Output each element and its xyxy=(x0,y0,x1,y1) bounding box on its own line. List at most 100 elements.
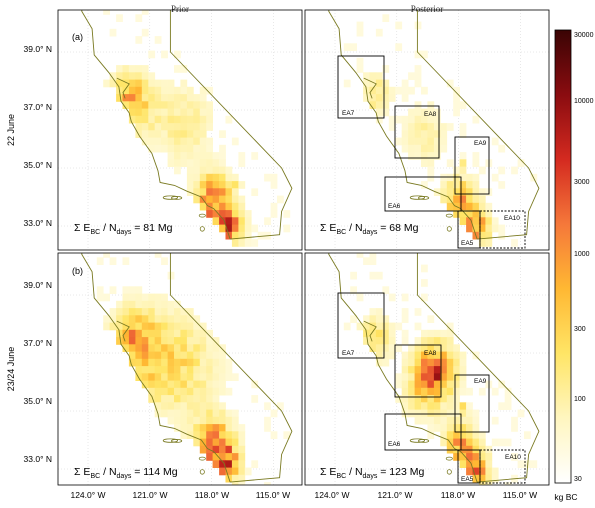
emission-cell xyxy=(395,322,403,331)
emission-cell xyxy=(180,94,188,102)
emission-cell xyxy=(408,86,415,95)
emission-cell xyxy=(97,236,104,244)
island-outline xyxy=(409,195,425,200)
emission-cell xyxy=(369,72,377,80)
emission-cell xyxy=(369,94,377,102)
emission-cell xyxy=(193,395,201,403)
emission-cell xyxy=(161,380,168,389)
emission-cell xyxy=(123,221,130,229)
emission-cell xyxy=(264,424,271,432)
emission-cell xyxy=(421,373,428,381)
emission-cell xyxy=(395,380,403,389)
emission-cell xyxy=(148,94,156,102)
emission-cell xyxy=(180,65,188,73)
emission-cell xyxy=(421,108,428,117)
emission-cell xyxy=(433,409,441,418)
emission-cell xyxy=(180,159,188,167)
emission-cell xyxy=(421,123,428,131)
emission-cell xyxy=(375,337,383,345)
emission-cell xyxy=(498,402,506,410)
emission-cell xyxy=(199,101,207,109)
emission-cell xyxy=(466,195,473,204)
emission-cell xyxy=(225,460,233,468)
region-label-ea10: EA10 xyxy=(504,215,520,222)
emission-cell xyxy=(135,315,143,323)
emission-cell xyxy=(388,123,396,131)
emission-cell xyxy=(401,130,409,138)
emission-cell xyxy=(116,65,123,73)
emission-cell xyxy=(350,286,357,294)
emission-cell xyxy=(141,344,149,352)
coastline-path xyxy=(81,253,231,483)
emission-cell xyxy=(369,79,377,88)
emission-cell xyxy=(433,108,441,117)
emission-cell xyxy=(186,152,194,160)
emission-cell xyxy=(206,115,213,124)
emission-cell xyxy=(167,395,175,403)
emission-cell xyxy=(446,322,454,331)
lat-tick-33-bottom: 33.0° N xyxy=(24,454,52,464)
emission-cell xyxy=(212,195,220,204)
emission-cell xyxy=(148,395,156,403)
emission-cell xyxy=(466,224,473,233)
emission-cell xyxy=(453,380,460,389)
emission-cell xyxy=(161,337,168,345)
emission-cell xyxy=(167,94,175,102)
panel-frame xyxy=(57,252,303,486)
emission-cell xyxy=(206,402,213,410)
emission-cell xyxy=(472,460,480,468)
emission-cell xyxy=(180,308,188,316)
emission-cell xyxy=(167,79,175,88)
emission-cell xyxy=(206,86,213,95)
emission-cell xyxy=(369,337,377,345)
emission-cell xyxy=(238,239,246,247)
coastline-path xyxy=(328,253,478,483)
emission-cell xyxy=(206,387,213,396)
emission-cell xyxy=(212,387,220,396)
emission-cell xyxy=(401,387,409,396)
emission-cell xyxy=(491,173,499,182)
emission-cell xyxy=(478,453,486,461)
emission-cell xyxy=(128,315,136,323)
emission-cell xyxy=(225,416,233,425)
emission-cell xyxy=(459,380,467,389)
emission-cell xyxy=(135,94,143,102)
emission-cell xyxy=(193,101,201,109)
emission-cells xyxy=(58,221,302,485)
emission-cell xyxy=(472,416,480,425)
emission-cell xyxy=(161,50,168,59)
emission-cell xyxy=(238,474,246,483)
emission-cell xyxy=(375,322,383,331)
emission-cell xyxy=(167,358,175,367)
emission-cell xyxy=(459,409,467,418)
emission-cell xyxy=(427,366,435,374)
emission-cell xyxy=(141,373,149,381)
emission-cell xyxy=(193,387,201,396)
emission-cell xyxy=(212,188,220,196)
emission-cell xyxy=(199,322,207,331)
emission-cell xyxy=(122,79,130,88)
emission-cell xyxy=(174,115,181,124)
emission-cell xyxy=(491,474,499,483)
emission-cell xyxy=(103,293,110,302)
column-title-posterior: Posterior xyxy=(411,4,444,14)
emission-cell xyxy=(161,358,168,367)
emission-cell xyxy=(141,72,149,80)
emission-cell xyxy=(135,243,142,251)
emission-cell xyxy=(225,424,233,432)
emission-cell xyxy=(199,152,207,160)
emission-cell xyxy=(206,181,213,189)
panel-23-24-june-posterior xyxy=(305,253,549,485)
emission-cell xyxy=(459,453,467,461)
emission-cell xyxy=(414,344,422,352)
emission-cell xyxy=(206,416,213,425)
region-label-ea6: EA6 xyxy=(388,441,401,448)
emission-cell xyxy=(174,130,181,138)
emission-cell xyxy=(238,438,246,447)
emission-cell xyxy=(219,144,226,153)
emission-cell xyxy=(427,431,435,439)
emission-cell xyxy=(414,21,422,30)
emission-cell xyxy=(395,373,403,381)
emission-cell xyxy=(414,337,422,345)
emission-cell xyxy=(350,315,357,323)
